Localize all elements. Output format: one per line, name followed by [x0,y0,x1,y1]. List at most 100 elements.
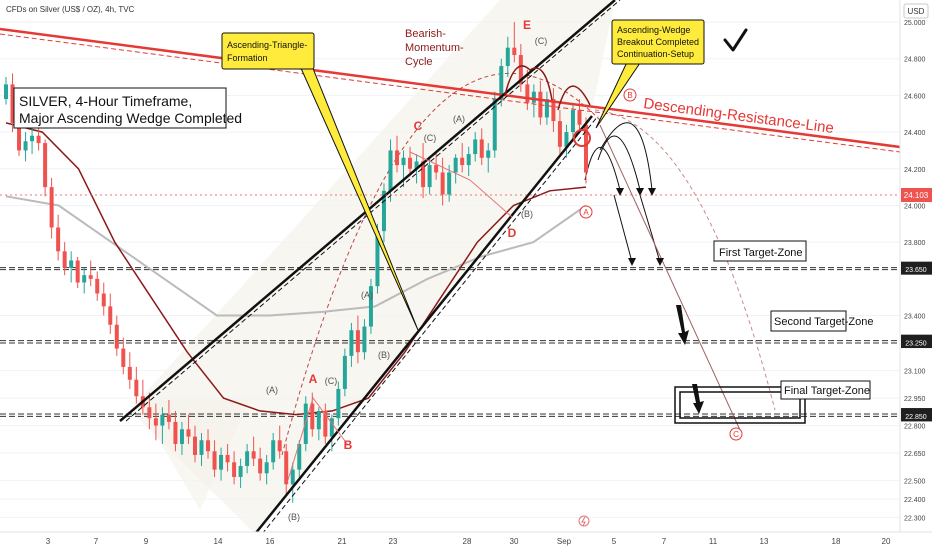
level-label: 22.850 [905,414,927,421]
candle-body [329,418,334,437]
wave-labels-circled: B A C [579,88,743,441]
candle-body [525,84,530,103]
y-tick-label: 22.650 [904,451,926,458]
checkmark-icon [723,28,748,52]
x-tick-label: 23 [389,537,398,546]
x-tick-label: 14 [214,537,223,546]
candle-body [114,324,119,349]
candle-body [284,451,289,485]
candle-body [134,379,139,397]
y-tick-label: 22.950 [904,396,926,403]
candle-body [206,440,211,452]
candle-body [153,418,158,426]
svg-text:Final Target-Zone: Final Target-Zone [784,385,870,397]
x-tick-label: 30 [510,537,519,546]
lower-left-shade [135,400,250,510]
level-badge [901,337,932,349]
circled-wave-ring [579,205,593,219]
wedge-lower-line [254,115,593,535]
x-tick-label: 11 [709,537,718,546]
svg-text:Ascending-Wedge: Ascending-Wedge [617,25,690,35]
candle-body [414,161,419,169]
projection-curve-3 [599,122,653,191]
y-tick-label: 22.400 [904,497,926,504]
candle-body [232,462,237,477]
x-tick-label: 16 [266,537,275,546]
wave-label: E [523,18,531,32]
wave-labels-secondary: (C) (C) (A) (B) (A) (B) (A) (C) (B) [266,36,547,522]
wave-label: B [344,438,353,452]
candle-body [30,135,35,142]
y-tick-label: 24.000 [904,203,926,210]
candle-body [512,47,517,56]
candle-body [88,275,93,279]
x-tick-label: 28 [463,537,472,546]
y-tick-label: 24.800 [904,57,926,64]
svg-text:Breakout Completed: Breakout Completed [617,37,699,47]
candle-body [43,143,48,188]
candle-body [375,231,380,287]
y-tick-label: 22.500 [904,479,926,486]
wave-label-minor: (A) [361,290,373,300]
circled-wave-label: A [583,208,589,217]
candle-body [264,462,269,474]
candle-body [127,366,132,380]
candle-body [290,469,295,485]
circled-wave-ring [729,427,743,441]
candle-body [557,121,562,147]
current-price-badge: 24.103 [901,188,932,202]
candle-body [303,403,308,444]
candle-body [564,132,569,147]
candle-body [531,91,536,103]
x-tick-label: 18 [832,537,841,546]
svg-text:24.103: 24.103 [904,191,929,200]
candle-body [192,436,197,455]
target-second: Second Target-Zone [770,310,873,332]
level-label: 23.650 [905,267,927,274]
projection-path-1 [613,194,633,263]
candle-body [173,421,178,444]
candle-body [108,306,113,325]
currency-badge[interactable]: USD [903,3,929,19]
candle-body [518,55,523,85]
candle-body [238,465,243,477]
candle-body [466,154,471,166]
abc-zigzag [287,396,349,481]
candle-body [160,414,165,426]
y-tick-label: 23.800 [904,240,926,247]
candle-body [277,440,282,452]
candle-body [4,84,8,100]
candle-body [551,99,556,122]
y-tick-label: 22.800 [904,424,926,431]
candle-body [460,157,465,166]
candle-body [395,150,400,166]
candle-body [212,451,217,470]
candle-body [355,330,360,353]
projection-arrowheads [616,188,664,266]
y-tick-label: 24.200 [904,167,926,174]
svg-text:Bearish-: Bearish- [405,28,446,40]
svg-text:USD: USD [908,7,925,16]
wave-label: D [508,226,517,240]
candle-body [166,414,171,422]
candle-body [421,161,426,188]
projection-curve-2 [597,135,641,191]
target-first: First Target-Zone [713,240,807,262]
candle-body [440,172,445,195]
candle-body [95,278,100,294]
candle-body [499,66,504,100]
candle-body [473,139,478,155]
y-tick-label: 23.100 [904,369,926,376]
level-label: 23.250 [905,341,927,348]
candle-body [362,326,367,353]
candle-body [199,440,204,455]
y-tick-label: 22.300 [904,515,926,522]
candle-body [479,139,484,158]
circled-wave-label: B [627,91,632,100]
candle-body [62,251,67,268]
wave-labels-primary: E C D A B [309,18,531,452]
svg-text:First Target-Zone: First Target-Zone [719,247,803,259]
lightning-icon[interactable] [578,515,590,527]
level-badge [901,263,932,275]
